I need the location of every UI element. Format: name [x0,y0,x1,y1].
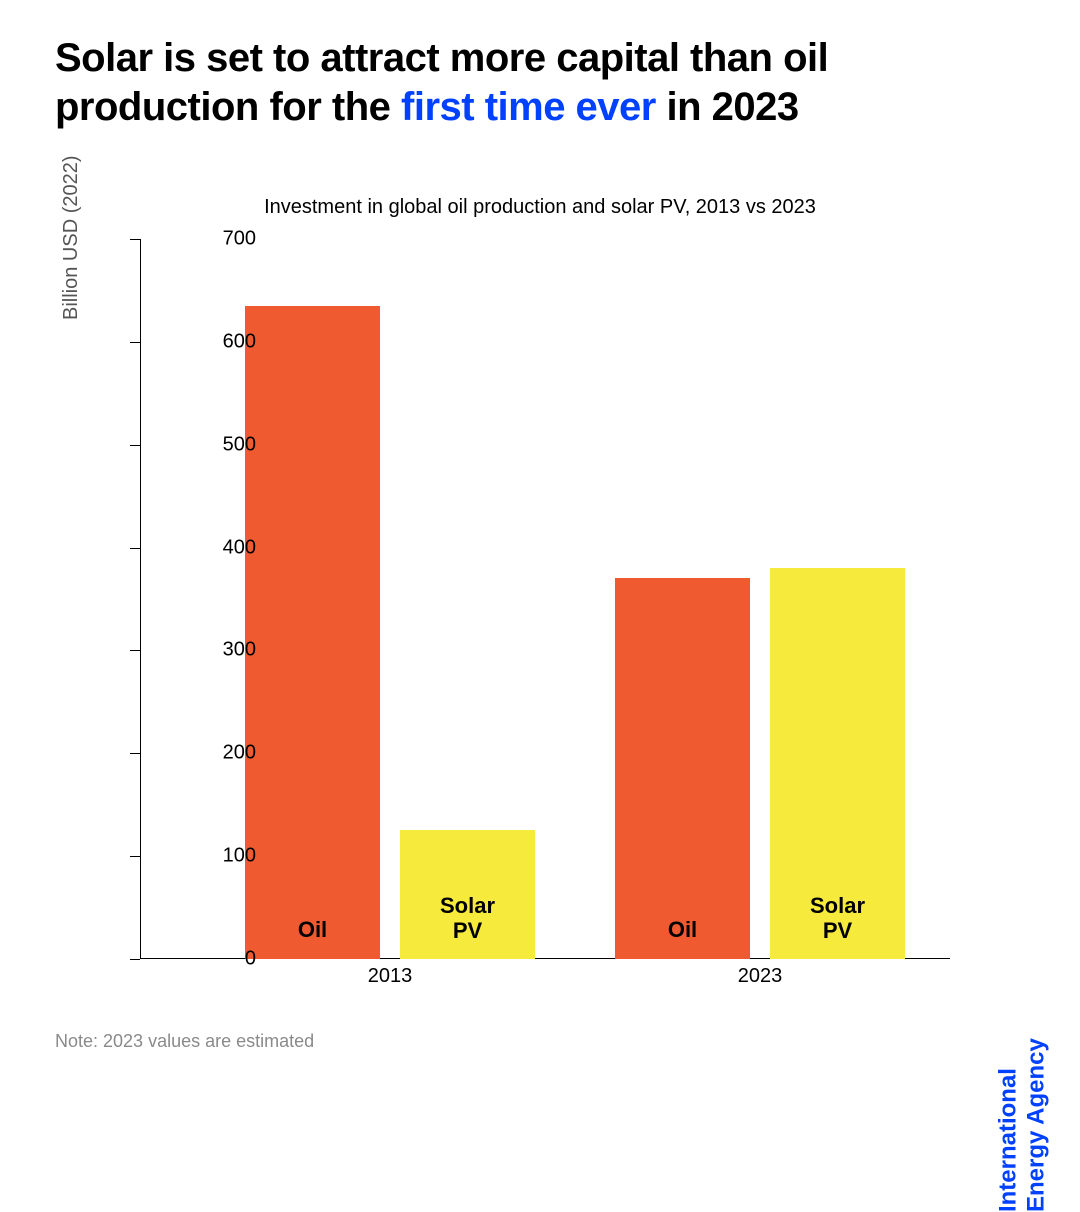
headline-post: in 2023 [656,85,799,129]
ytick [130,239,140,240]
xtick-label: 2013 [368,965,413,988]
bar: SolarPV [400,830,535,959]
ytick-label: 0 [245,948,256,971]
ytick-label: 200 [223,742,256,765]
bar-label: Oil [615,917,750,942]
ytick-label: 500 [223,433,256,456]
ytick-label: 600 [223,330,256,353]
xtick-label: 2023 [738,965,783,988]
ytick [130,959,140,960]
ytick-label: 100 [223,845,256,868]
bar: Oil [245,306,380,959]
ytick [130,856,140,857]
ytick [130,650,140,651]
bar-label: SolarPV [400,893,535,944]
ytick-label: 300 [223,639,256,662]
headline: Solar is set to attract more capital tha… [55,34,895,132]
ytick [130,342,140,343]
ytick [130,753,140,754]
source-line1: International [995,1068,1022,1212]
bar-label: Oil [245,917,380,942]
y-axis-line [140,239,141,959]
yaxis-title: Billion USD (2022) [60,155,83,320]
bar: Oil [615,578,750,959]
bar-label: SolarPV [770,893,905,944]
source-line2: Energy Agency [1022,1038,1050,1212]
source-credit: International Energy Agency [995,1038,1050,1212]
ytick-label: 400 [223,536,256,559]
ytick-label: 700 [223,228,256,251]
chart-subtitle: Investment in global oil production and … [0,196,1080,219]
ytick [130,445,140,446]
bar: SolarPV [770,568,905,959]
ytick [130,548,140,549]
chart-plot-area: Oil SolarPV Oil SolarPV [140,239,950,959]
footnote: Note: 2023 values are estimated [55,1031,314,1052]
headline-highlight: first time ever [401,85,656,129]
